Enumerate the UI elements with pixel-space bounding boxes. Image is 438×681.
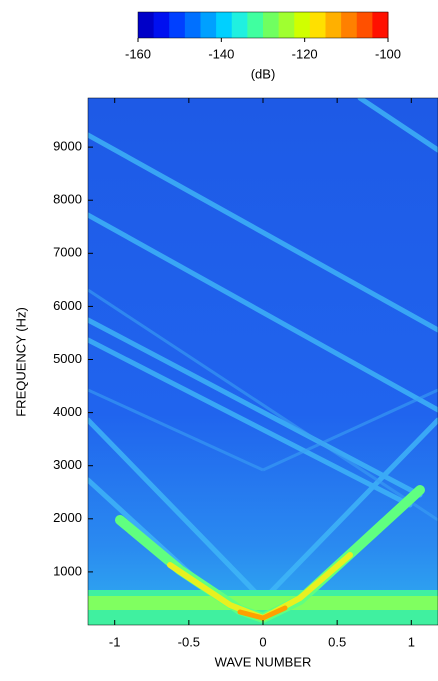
y-tick-label: 8000 bbox=[53, 192, 82, 207]
x-tick-label: 1 bbox=[408, 634, 415, 649]
colorbar-segment bbox=[294, 12, 311, 38]
colorbar-segment bbox=[200, 12, 217, 38]
colorbar-segment bbox=[184, 12, 201, 38]
colorbar-label: (dB) bbox=[251, 66, 276, 81]
colorbar-segment bbox=[341, 12, 358, 38]
colorbar-segment bbox=[278, 12, 295, 38]
x-tick-label: -0.5 bbox=[178, 634, 200, 649]
x-tick-label: 0.5 bbox=[328, 634, 346, 649]
colorbar-tick-label: -160 bbox=[125, 46, 151, 61]
y-tick-label: 6000 bbox=[53, 298, 82, 313]
heatmap-image bbox=[88, 98, 438, 625]
colorbar-segment bbox=[247, 12, 264, 38]
y-tick-label: 5000 bbox=[53, 351, 82, 366]
x-axis-label: WAVE NUMBER bbox=[215, 654, 312, 669]
colorbar-tick-label: -120 bbox=[292, 46, 318, 61]
y-tick-label: 4000 bbox=[53, 404, 82, 419]
y-tick-label: 2000 bbox=[53, 510, 82, 525]
colorbar-segment bbox=[153, 12, 170, 38]
colorbar-frame bbox=[137, 11, 389, 39]
colorbar-tick-label: -100 bbox=[375, 46, 401, 61]
colorbar-tick-label: -140 bbox=[208, 46, 234, 61]
y-tick-label: 3000 bbox=[53, 457, 82, 472]
y-tick-label: 7000 bbox=[53, 245, 82, 260]
colorbar-segment bbox=[216, 12, 233, 38]
colorbar-segment bbox=[356, 12, 373, 38]
y-axis-label: FREQUENCY (Hz) bbox=[13, 307, 28, 417]
x-tick-label: -1 bbox=[109, 634, 121, 649]
colorbar-segment bbox=[325, 12, 342, 38]
colorbar-segment bbox=[169, 12, 186, 38]
x-tick-label: 0 bbox=[259, 634, 266, 649]
y-tick-label: 9000 bbox=[53, 139, 82, 154]
y-tick-label: 1000 bbox=[53, 563, 82, 578]
colorbar-segment bbox=[231, 12, 248, 38]
colorbar-segment bbox=[309, 12, 326, 38]
colorbar-segment bbox=[138, 12, 155, 38]
colorbar-segment bbox=[263, 12, 280, 38]
colorbar-segment bbox=[372, 12, 389, 38]
